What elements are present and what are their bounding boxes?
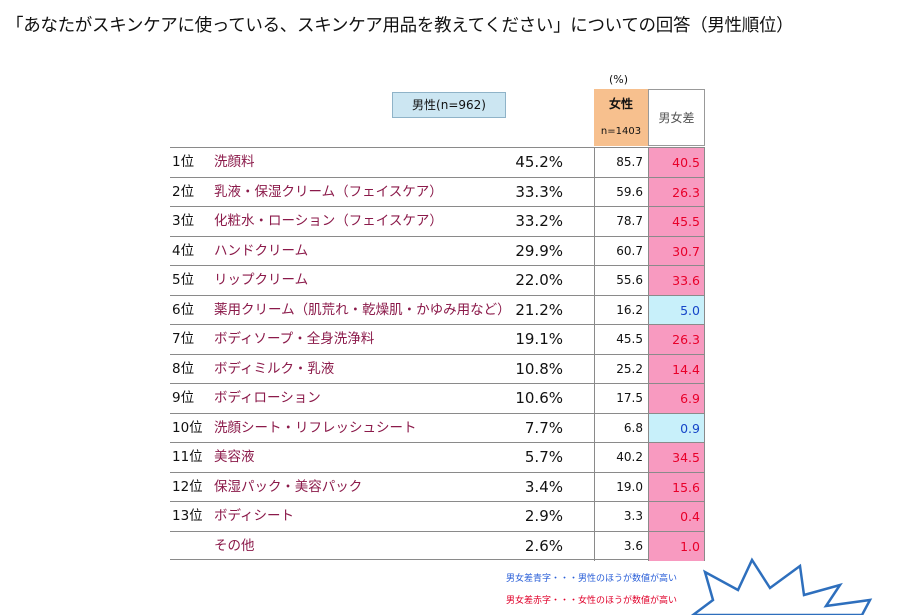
row-item: ボディソープ・全身洗浄料 xyxy=(214,331,375,347)
table-row: 8位 ボディミルク・乳液 10.8% 25.2 14.4 xyxy=(170,353,705,384)
row-rank: 3位 xyxy=(172,213,195,229)
row-item: 薬用クリーム（肌荒れ・乾燥肌・かゆみ用など） xyxy=(214,301,511,318)
row-rank: 7位 xyxy=(172,331,195,347)
row-female-value: 3.6 xyxy=(594,531,648,561)
row-female-value: 6.8 xyxy=(594,413,648,443)
ranking-table: 1位 洗顔料 45.2% 85.7 40.5 2位 乳液・保湿クリーム（フェイスケア） 33.… xyxy=(170,147,705,561)
row-diff-value: 40.5 xyxy=(648,148,705,177)
row-female-value: 45.5 xyxy=(594,325,648,354)
table-row: 6位 薬用クリーム（肌荒れ・乾燥肌・かゆみ用など） 21.2% 16.2 5.0 xyxy=(170,294,705,325)
row-rank: 12位 xyxy=(172,478,203,495)
row-diff-value: 5.0 xyxy=(648,295,705,325)
table-row: 2位 乳液・保湿クリーム（フェイスケア） 33.3% 59.6 26.3 xyxy=(170,176,705,207)
row-male-value: 29.9% xyxy=(515,241,563,260)
row-rank: 8位 xyxy=(172,360,195,377)
row-diff-value: 1.0 xyxy=(648,531,705,561)
row-diff-value: 33.6 xyxy=(648,266,705,295)
female-header-label: 女性 xyxy=(608,97,633,111)
row-male-value: 21.2% xyxy=(515,300,563,319)
table-row: 5位 リップクリーム 22.0% 55.6 33.6 xyxy=(170,265,705,295)
table-row: 13位 ボディシート 2.9% 3.3 0.4 xyxy=(170,501,705,531)
row-item: その他 xyxy=(214,537,255,554)
row-female-value: 78.7 xyxy=(594,207,648,236)
row-female-value: 16.2 xyxy=(594,295,648,325)
row-female-value: 40.2 xyxy=(594,443,648,472)
row-item: 洗顔シート・リフレッシュシート xyxy=(214,419,417,436)
note-red: 男女差赤字・・・女性のほうが数値が高い xyxy=(506,596,678,606)
row-female-value: 3.3 xyxy=(594,502,648,531)
row-rank: 5位 xyxy=(172,272,195,288)
row-male-value: 33.3% xyxy=(515,182,563,201)
row-male-value: 5.7% xyxy=(524,448,563,466)
row-item: 洗顔料 xyxy=(214,154,255,170)
row-item: 化粧水・ローション（フェイスケア） xyxy=(214,213,443,229)
row-item: ボディシート xyxy=(214,508,295,524)
row-rank: 13位 xyxy=(172,508,203,524)
row-item: ボディローション xyxy=(214,390,321,406)
row-item: 美容液 xyxy=(214,449,255,465)
row-male-value: 19.1% xyxy=(515,330,563,348)
chart-title: 「あなたがスキンケアに使っている、スキンケア用品を教えてください」についての回答… xyxy=(6,16,794,36)
row-male-value: 45.2% xyxy=(515,153,563,171)
table-row: その他 2.6% 3.6 1.0 xyxy=(170,530,705,561)
table-row: 3位 化粧水・ローション（フェイスケア） 33.2% 78.7 45.5 xyxy=(170,206,705,236)
male-header: 男性(n=962) xyxy=(392,92,506,118)
row-rank: 4位 xyxy=(172,242,195,259)
row-male-value: 22.0% xyxy=(515,271,563,289)
row-rank: 10位 xyxy=(172,419,203,436)
table-row: 11位 美容液 5.7% 40.2 34.5 xyxy=(170,442,705,472)
table-row: 1位 洗顔料 45.2% 85.7 40.5 xyxy=(170,147,705,177)
row-item: リップクリーム xyxy=(214,272,309,288)
row-male-value: 2.6% xyxy=(524,536,563,555)
row-male-value: 7.7% xyxy=(524,418,563,437)
note-blue: 男女差青字・・・男性のほうが数値が高い xyxy=(506,574,678,584)
row-male-value: 10.6% xyxy=(515,389,563,407)
row-item: 保湿パック・美容パック xyxy=(214,478,363,495)
row-rank: 11位 xyxy=(172,449,203,465)
table-row: 12位 保湿パック・美容パック 3.4% 19.0 15.6 xyxy=(170,471,705,502)
row-diff-value: 45.5 xyxy=(648,207,705,236)
row-diff-value: 26.3 xyxy=(648,325,705,354)
row-item: ボディミルク・乳液 xyxy=(214,360,335,377)
row-female-value: 55.6 xyxy=(594,266,648,295)
row-female-value: 60.7 xyxy=(594,236,648,266)
row-diff-value: 26.3 xyxy=(648,177,705,207)
row-item: 乳液・保湿クリーム（フェイスケア） xyxy=(214,183,443,200)
row-diff-value: 0.4 xyxy=(648,502,705,531)
row-rank: 6位 xyxy=(172,301,195,318)
row-female-value: 59.6 xyxy=(594,177,648,207)
table-row: 4位 ハンドクリーム 29.9% 60.7 30.7 xyxy=(170,235,705,266)
unit-label: (%) xyxy=(609,73,629,86)
row-male-value: 33.2% xyxy=(515,212,563,230)
table-row: 9位 ボディローション 10.6% 17.5 6.9 xyxy=(170,383,705,413)
row-diff-value: 6.9 xyxy=(648,384,705,413)
row-diff-value: 0.9 xyxy=(648,413,705,443)
row-rank: 9位 xyxy=(172,390,195,406)
diff-header: 男女差 xyxy=(648,89,705,146)
row-diff-value: 30.7 xyxy=(648,236,705,266)
female-header-n: n=1403 xyxy=(600,126,642,137)
row-diff-value: 34.5 xyxy=(648,443,705,472)
row-male-value: 2.9% xyxy=(524,507,563,525)
table-row: 10位 洗顔シート・リフレッシュシート 7.7% 6.8 0.9 xyxy=(170,412,705,443)
row-diff-value: 14.4 xyxy=(648,354,705,384)
row-female-value: 85.7 xyxy=(594,148,648,177)
female-header: 女性 n=1403 xyxy=(594,89,648,146)
row-female-value: 19.0 xyxy=(594,472,648,502)
row-female-value: 25.2 xyxy=(594,354,648,384)
row-male-value: 3.4% xyxy=(524,477,563,496)
row-rank: 2位 xyxy=(172,183,195,200)
row-female-value: 17.5 xyxy=(594,384,648,413)
row-diff-value: 15.6 xyxy=(648,472,705,502)
row-male-value: 10.8% xyxy=(515,359,563,378)
row-item: ハンドクリーム xyxy=(214,242,309,259)
table-row: 7位 ボディソープ・全身洗浄料 19.1% 45.5 26.3 xyxy=(170,324,705,354)
burst-shape xyxy=(690,557,873,615)
row-rank: 1位 xyxy=(172,154,195,170)
